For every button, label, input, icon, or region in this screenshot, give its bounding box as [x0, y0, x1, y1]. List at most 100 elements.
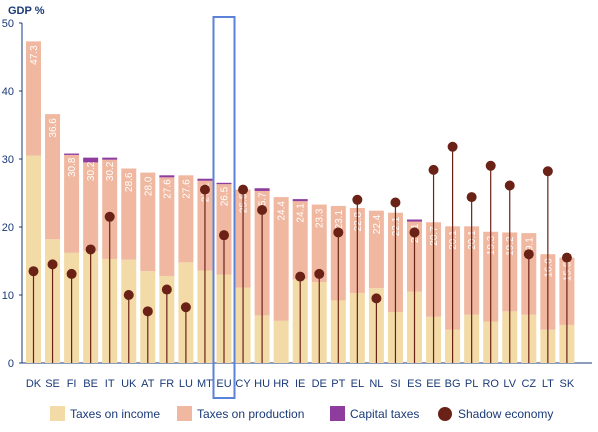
- y-tick-label: 50: [2, 18, 14, 30]
- bar-hr-series-1: [273, 197, 289, 321]
- total-label: 25.7: [258, 192, 269, 212]
- x-tick-label: LT: [542, 378, 554, 390]
- legend-swatch: [330, 406, 345, 421]
- x-tick-label: PL: [465, 378, 478, 390]
- bar-uk-series-1: [121, 168, 137, 260]
- total-label: 23.1: [334, 209, 345, 229]
- x-tick-label: HR: [273, 378, 289, 390]
- total-label: 20.1: [448, 230, 459, 250]
- shadow-economy-point: [523, 249, 534, 260]
- y-tick-label: 0: [8, 358, 14, 370]
- bar-es-series-2: [407, 219, 422, 222]
- x-tick-label: CY: [235, 378, 251, 390]
- total-label: 16.0: [543, 258, 554, 278]
- x-tick-label: DE: [312, 378, 327, 390]
- x-tick-label: FR: [160, 378, 175, 390]
- bar-dk-series-1: [26, 41, 41, 156]
- legend-swatch: [438, 407, 452, 421]
- legend-label: Capital taxes: [350, 407, 419, 421]
- bar-ie-series-1: [292, 201, 308, 280]
- shadow-economy-point: [371, 293, 382, 304]
- x-tick-label: BG: [445, 378, 461, 390]
- total-label: 47.3: [29, 45, 40, 65]
- shadow-economy-point: [219, 230, 229, 241]
- shadow-economy-point: [333, 227, 344, 238]
- shadow-economy-point: [66, 268, 77, 279]
- total-label: 27.6: [181, 179, 192, 199]
- shadow-economy-point: [352, 194, 363, 205]
- total-label: 22.4: [372, 214, 383, 234]
- total-label: 23.3: [315, 208, 326, 228]
- category-labels: DK SE FI BE IT UK AT FR LU MT EU CY HU HR IE DE PT EL NL SI…: [26, 378, 575, 390]
- total-label: 28.0: [143, 176, 154, 196]
- bar-ie-series-2: [292, 199, 308, 202]
- bar-hr-series-0: [273, 320, 289, 363]
- legend-swatch: [50, 406, 65, 421]
- y-tick-label: 40: [2, 86, 14, 98]
- bar-dk-series-0: [26, 155, 41, 363]
- x-tick-label: NL: [369, 378, 383, 390]
- x-tick-label: EE: [426, 378, 441, 390]
- total-label: 27.6: [162, 179, 173, 199]
- shadow-economy-point: [390, 197, 401, 208]
- legend-label: Shadow economy: [458, 407, 553, 421]
- total-label: 30.2: [105, 161, 116, 181]
- bar-fi-series-1: [64, 154, 80, 253]
- total-label: 20.7: [429, 226, 440, 246]
- bar-eu-series-1: [216, 184, 232, 275]
- shadow-economy-point: [257, 205, 268, 215]
- total-label: 26.5: [220, 186, 231, 206]
- shadow-economy-point: [85, 244, 96, 255]
- bar-be-series-2: [83, 157, 99, 163]
- shadow-economy-point: [504, 180, 515, 191]
- shadow-economy-point: [180, 302, 191, 313]
- shadow-economy-point: [47, 259, 58, 270]
- x-tick-label: LV: [503, 378, 516, 390]
- x-tick-label: MT: [197, 378, 213, 390]
- shadow-economy-point: [123, 290, 134, 300]
- y-tick-label: 20: [2, 222, 14, 234]
- shadow-economy-point: [161, 284, 172, 295]
- bar-it-series-2: [102, 157, 118, 160]
- x-tick-label: DK: [26, 378, 42, 390]
- shadow-economy-point: [409, 227, 420, 238]
- bar-fr-series-1: [159, 177, 175, 276]
- shadow-economy-point: [542, 166, 553, 177]
- total-label: 30.8: [67, 157, 78, 177]
- total-label: 36.6: [48, 118, 59, 138]
- x-tick-label: SI: [390, 378, 400, 390]
- shadow-economy-point: [295, 271, 306, 282]
- shadow-economy-point: [199, 184, 210, 195]
- shadow-economy-point: [142, 306, 153, 317]
- legend: Taxes on income Taxes on production Capita…: [50, 406, 553, 421]
- x-tick-label: SE: [45, 378, 60, 390]
- shadow-economy-point: [28, 266, 39, 277]
- x-tick-label: RO: [482, 378, 499, 390]
- legend-swatch: [177, 406, 192, 421]
- bar-at-series-1: [140, 172, 156, 272]
- total-label: 15.5: [562, 261, 573, 281]
- total-label: 22.8: [353, 212, 364, 232]
- total-label: 25.5: [239, 193, 250, 213]
- x-tick-label: IT: [105, 378, 115, 390]
- x-tick-label: IE: [295, 378, 305, 390]
- bar-se-series-1: [45, 114, 61, 240]
- total-label: 19.1: [524, 237, 535, 257]
- bar-fr-series-2: [159, 175, 175, 178]
- x-tick-label: FI: [67, 378, 77, 390]
- bar-it-series-1: [102, 159, 118, 259]
- shadow-economy-point: [238, 184, 249, 195]
- x-tick-label: PT: [331, 378, 345, 390]
- shadow-economy-point: [428, 164, 439, 175]
- bar-be-series-1: [83, 162, 99, 251]
- total-label: 30.2: [86, 161, 97, 181]
- eu-highlight-box: [212, 16, 236, 399]
- x-tick-label: EU: [216, 378, 231, 390]
- total-label: 24.4: [277, 201, 288, 221]
- total-label: 19.2: [505, 236, 516, 256]
- total-label: 22.1: [391, 216, 402, 236]
- bar-nl-series-1: [368, 210, 384, 289]
- total-label: 20.1: [467, 230, 478, 250]
- shadow-economy-point: [561, 252, 572, 263]
- x-tick-label: UK: [121, 378, 137, 390]
